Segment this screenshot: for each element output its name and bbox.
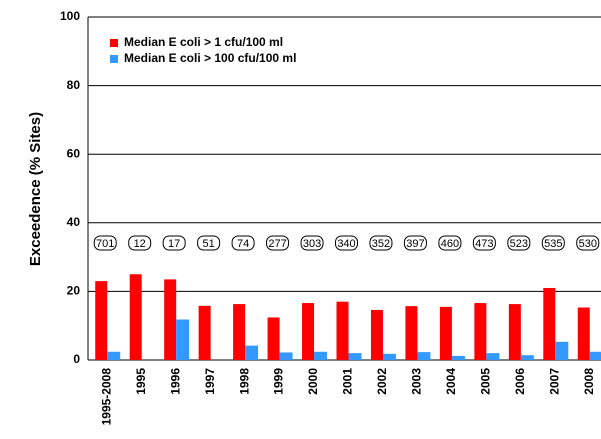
- count-label: 277: [268, 238, 286, 250]
- count-label: 473: [475, 238, 493, 250]
- count-label: 340: [337, 238, 355, 250]
- x-tick-label: 2008: [582, 368, 596, 395]
- bar: [417, 352, 431, 360]
- bar: [348, 353, 362, 360]
- count-label: 535: [544, 238, 562, 250]
- count-box: [266, 235, 290, 251]
- legend-swatch: [110, 55, 118, 63]
- x-tick-label: 1997: [203, 368, 217, 395]
- y-tick-label: 40: [67, 215, 81, 229]
- bar: [520, 355, 534, 360]
- bar: [589, 351, 601, 360]
- bar: [508, 304, 521, 360]
- bar: [107, 351, 121, 360]
- count-label: 460: [441, 238, 459, 250]
- bar: [486, 353, 500, 360]
- count-box: [300, 235, 324, 251]
- x-tick-label: 2001: [341, 368, 355, 395]
- count-label: 74: [237, 238, 249, 250]
- count-box: [335, 235, 358, 251]
- x-tick-label: 2002: [375, 368, 389, 395]
- count-box: [128, 235, 152, 251]
- count-box: [576, 235, 600, 251]
- bar: [176, 319, 190, 360]
- count-box: [231, 235, 255, 251]
- bar: [405, 306, 418, 360]
- bar: [451, 355, 465, 360]
- x-tick-label: 1995-2008: [99, 368, 113, 426]
- bar: [543, 287, 556, 360]
- bar: [267, 317, 280, 360]
- bar: [302, 303, 315, 360]
- count-label: 12: [134, 238, 146, 250]
- count-box: [197, 235, 221, 251]
- count-label: 530: [579, 238, 597, 250]
- count-label: 17: [168, 238, 180, 250]
- x-tick-label: 1996: [168, 368, 182, 395]
- bar: [555, 341, 569, 360]
- count-box: [403, 235, 427, 251]
- legend-label: Median E coli > 1 cfu/100 ml: [124, 35, 283, 49]
- bar: [382, 353, 396, 360]
- x-tick-label: 1998: [237, 368, 251, 395]
- bar: [129, 274, 142, 360]
- y-axis-label: Exceedence (% Sites): [27, 112, 44, 266]
- count-box: [472, 235, 496, 251]
- bar: [439, 306, 452, 360]
- x-tick-label: 2004: [444, 368, 458, 395]
- bar: [314, 351, 328, 360]
- count-label: 397: [406, 238, 424, 250]
- bar: [164, 279, 177, 360]
- bar: [474, 303, 487, 360]
- bar: [577, 307, 590, 360]
- count-label: 303: [303, 238, 321, 250]
- count-label: 701: [96, 238, 114, 250]
- count-label: 51: [203, 238, 215, 250]
- legend-swatch: [110, 39, 118, 47]
- x-tick-label: 2007: [547, 368, 561, 395]
- count-label: 352: [372, 238, 390, 250]
- count-box: [369, 235, 393, 251]
- y-tick-label: 0: [73, 352, 80, 366]
- bar: [233, 304, 246, 360]
- bar: [279, 352, 293, 360]
- x-tick-label: 1999: [272, 368, 286, 395]
- x-tick-label: 2003: [410, 368, 424, 395]
- count-box: [507, 235, 531, 251]
- x-tick-label: 2000: [306, 368, 320, 395]
- x-tick-label: 2006: [513, 368, 527, 395]
- count-box: [541, 235, 565, 251]
- y-tick-label: 100: [60, 9, 80, 23]
- bar: [336, 301, 349, 360]
- count-box: [438, 235, 462, 251]
- count-box: [93, 235, 117, 251]
- count-label: 523: [510, 238, 528, 250]
- bar: [95, 281, 108, 360]
- bar: [245, 345, 259, 360]
- x-tick-label: 1995: [134, 368, 148, 395]
- bar: [198, 305, 211, 360]
- y-tick-label: 60: [67, 146, 81, 160]
- bar: [370, 309, 383, 360]
- legend-box: [102, 33, 334, 69]
- x-tick-label: 2005: [479, 368, 493, 395]
- count-box: [162, 235, 186, 251]
- legend-label: Median E coli > 100 cfu/100 ml: [124, 51, 296, 65]
- y-tick-label: 20: [67, 284, 81, 298]
- y-tick-label: 80: [67, 78, 81, 92]
